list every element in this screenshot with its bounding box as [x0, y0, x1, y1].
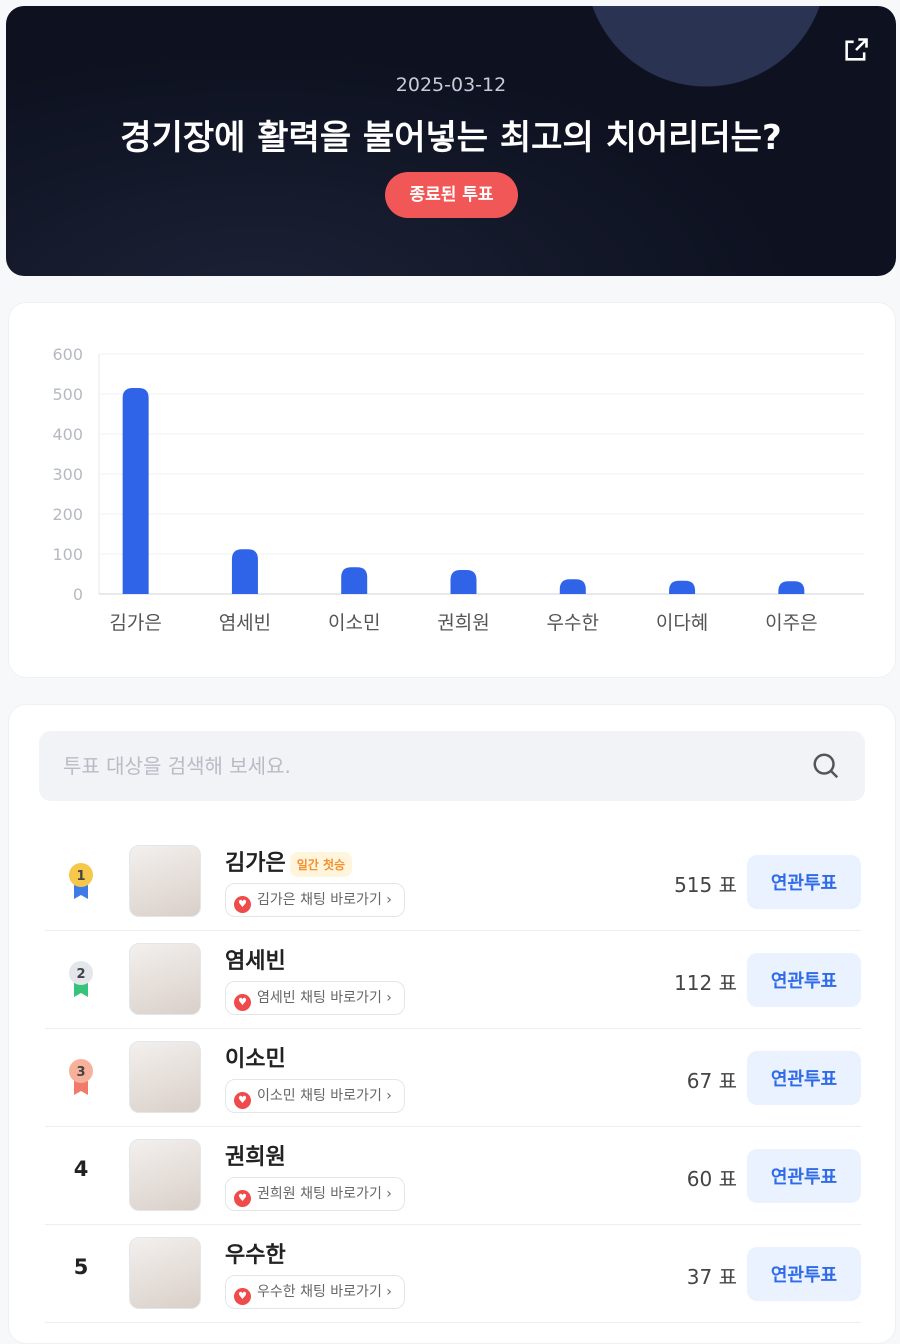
heart-icon: ♥	[234, 1288, 251, 1305]
vote-count: 60 표	[686, 1167, 737, 1191]
chat-link[interactable]: ♥ 김가은 채팅 바로가기 ›	[225, 883, 405, 917]
bar[interactable]	[559, 579, 586, 594]
vote-count: 112 표	[674, 971, 737, 995]
chevron-right-icon: ›	[386, 892, 392, 908]
y-tick-label: 500	[52, 385, 83, 404]
y-tick-label: 0	[73, 585, 83, 604]
x-tick-label: 이소민	[328, 612, 380, 634]
chat-link[interactable]: ♥ 이소민 채팅 바로가기 ›	[225, 1079, 405, 1113]
rank-number: 3	[76, 1065, 85, 1080]
candidate-name-wrap: 권희원	[225, 1139, 286, 1171]
candidate-name: 우수한	[225, 1243, 286, 1268]
rank-number: 4	[73, 1157, 89, 1181]
chevron-right-icon: ›	[386, 1186, 392, 1202]
bar[interactable]	[450, 570, 477, 594]
bar[interactable]	[231, 549, 258, 594]
related-vote-button[interactable]: 연관투표	[747, 1247, 861, 1301]
x-tick-label: 우수한	[547, 612, 599, 634]
y-tick-label: 600	[52, 345, 83, 364]
heart-icon: ♥	[234, 1092, 251, 1109]
status-badge: 종료된 투표	[385, 172, 518, 218]
bar[interactable]	[341, 567, 368, 594]
x-tick-label: 염세빈	[219, 612, 271, 634]
x-tick-label: 권희원	[437, 612, 489, 634]
medal-icon: 1	[69, 863, 93, 899]
achievement-badge: 일간 첫승	[289, 851, 353, 877]
candidate-row: 1 김가은 일간 첫승 ♥ 김가은 채팅 바로가기 › 515 표 연관투표	[45, 833, 861, 931]
rank-number: 2	[76, 967, 85, 982]
avatar[interactable]	[129, 845, 201, 917]
candidate-name: 이소민	[225, 1047, 286, 1072]
candidate-name: 염세빈	[225, 949, 286, 974]
vote-header: 2025-03-12 경기장에 활력을 불어넣는 최고의 치어리더는? 종료된 …	[6, 6, 896, 276]
chevron-right-icon: ›	[386, 1088, 392, 1104]
y-tick-label: 100	[52, 545, 83, 564]
heart-icon: ♥	[234, 896, 251, 913]
search-bar	[39, 731, 865, 801]
bar[interactable]	[778, 581, 805, 594]
avatar[interactable]	[129, 1237, 201, 1309]
chat-link-label: 염세빈 채팅 바로가기	[257, 990, 382, 1006]
avatar[interactable]	[129, 1041, 201, 1113]
heart-icon: ♥	[234, 1190, 251, 1207]
candidate-name-wrap: 염세빈	[225, 943, 286, 975]
heart-icon: ♥	[234, 994, 251, 1011]
candidate-row: 4 권희원 ♥ 권희원 채팅 바로가기 › 60 표 연관투표	[45, 1127, 861, 1225]
y-tick-label: 300	[52, 465, 83, 484]
chat-link-label: 우수한 채팅 바로가기	[257, 1284, 382, 1300]
candidate-name-wrap: 이소민	[225, 1041, 286, 1073]
bar-chart: 0 100 200 300 400 500 600 김가은 염세빈 이소민 권희원 우수한 이다혜 이주은	[52, 345, 864, 634]
chat-link-label: 권희원 채팅 바로가기	[257, 1186, 382, 1202]
page-title: 경기장에 활력을 불어넣는 최고의 치어리더는?	[120, 118, 782, 158]
candidate-name: 권희원	[225, 1145, 286, 1170]
vote-date: 2025-03-12	[395, 74, 507, 96]
vote-count: 67 표	[686, 1069, 737, 1093]
candidate-name-wrap: 김가은 일간 첫승	[225, 845, 353, 877]
search-input[interactable]	[39, 731, 865, 801]
x-tick-label: 김가은	[109, 612, 161, 634]
external-link-icon[interactable]	[842, 36, 870, 64]
chat-link[interactable]: ♥ 우수한 채팅 바로가기 ›	[225, 1275, 405, 1309]
chat-link-label: 이소민 채팅 바로가기	[257, 1088, 382, 1104]
vote-count: 515 표	[674, 873, 737, 897]
chat-link[interactable]: ♥ 염세빈 채팅 바로가기 ›	[225, 981, 405, 1015]
bar[interactable]	[669, 580, 696, 594]
candidate-row: 2 염세빈 ♥ 염세빈 채팅 바로가기 › 112 표 연관투표	[45, 931, 861, 1029]
candidate-row: 5 우수한 ♥ 우수한 채팅 바로가기 › 37 표 연관투표	[45, 1225, 861, 1323]
medal-icon: 3	[69, 1059, 93, 1095]
related-vote-button[interactable]: 연관투표	[747, 953, 861, 1007]
x-tick-label: 이주은	[765, 612, 817, 634]
rank-number: 5	[73, 1255, 89, 1279]
search-icon[interactable]	[811, 751, 841, 781]
chevron-right-icon: ›	[386, 990, 392, 1006]
chevron-right-icon: ›	[386, 1284, 392, 1300]
avatar[interactable]	[129, 1139, 201, 1211]
rank-number: 1	[76, 869, 85, 884]
chat-link-label: 김가은 채팅 바로가기	[257, 892, 382, 908]
results-chart: 0 100 200 300 400 500 600 김가은 염세빈 이소민 권희원 우수한 이다혜 이주은	[8, 302, 896, 678]
vote-count: 37 표	[686, 1265, 737, 1289]
chat-link[interactable]: ♥ 권희원 채팅 바로가기 ›	[225, 1177, 405, 1211]
related-vote-button[interactable]: 연관투표	[747, 855, 861, 909]
bar[interactable]	[122, 388, 149, 594]
candidate-row: 3 이소민 ♥ 이소민 채팅 바로가기 › 67 표 연관투표	[45, 1029, 861, 1127]
x-tick-label: 이다혜	[656, 612, 708, 634]
related-vote-button[interactable]: 연관투표	[747, 1051, 861, 1105]
y-tick-label: 400	[52, 425, 83, 444]
avatar[interactable]	[129, 943, 201, 1015]
y-tick-label: 200	[52, 505, 83, 524]
candidate-name-wrap: 우수한	[225, 1237, 286, 1269]
medal-icon: 2	[69, 961, 93, 997]
related-vote-button[interactable]: 연관투표	[747, 1149, 861, 1203]
candidate-name: 김가은	[225, 851, 286, 876]
